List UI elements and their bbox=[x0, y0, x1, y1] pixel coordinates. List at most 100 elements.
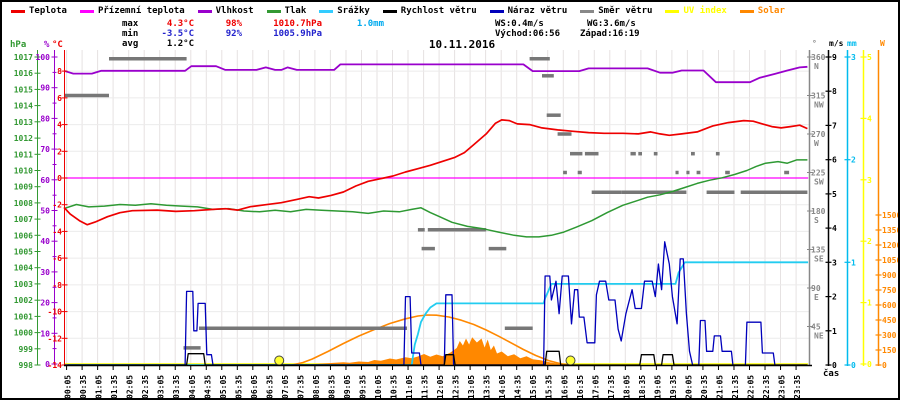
svg-text:1015: 1015 bbox=[14, 85, 33, 94]
legend-swatch-icon bbox=[79, 9, 94, 13]
legend-label: Teplota bbox=[29, 6, 67, 16]
legend-item: Vlhkost bbox=[197, 6, 254, 16]
svg-text:13:05: 13:05 bbox=[467, 375, 476, 399]
svg-text:°: ° bbox=[812, 39, 817, 48]
svg-text:60: 60 bbox=[40, 176, 50, 185]
svg-text:300: 300 bbox=[882, 331, 897, 340]
stat-max-label: max bbox=[122, 19, 139, 29]
legend-label: Náraz větru bbox=[507, 6, 568, 16]
svg-text:17:35: 17:35 bbox=[607, 375, 616, 399]
svg-text:40: 40 bbox=[40, 237, 50, 246]
legend-label: Směr větru bbox=[598, 6, 653, 16]
svg-text:4: 4 bbox=[867, 114, 872, 123]
series-wind-speed bbox=[64, 350, 808, 366]
svg-text:998: 998 bbox=[19, 361, 34, 370]
svg-text:225: 225 bbox=[811, 168, 826, 177]
svg-text:1: 1 bbox=[832, 327, 837, 336]
legend-item: Teplota bbox=[11, 6, 67, 16]
chart-title: 10.11.2016 bbox=[428, 38, 496, 51]
svg-text:08:35: 08:35 bbox=[327, 375, 336, 399]
svg-text:20:35: 20:35 bbox=[700, 375, 709, 399]
svg-text:50: 50 bbox=[40, 207, 50, 216]
svg-text:10:05: 10:05 bbox=[374, 375, 383, 399]
svg-text:0: 0 bbox=[882, 361, 887, 370]
svg-text:22:35: 22:35 bbox=[762, 375, 771, 399]
svg-text:7: 7 bbox=[832, 121, 837, 130]
svg-text:1011: 1011 bbox=[14, 150, 33, 159]
svg-text:1350: 1350 bbox=[882, 226, 900, 235]
legend-label: Přízemní teplota bbox=[97, 6, 185, 16]
svg-text:450: 450 bbox=[882, 316, 897, 325]
svg-text:5: 5 bbox=[867, 53, 872, 62]
svg-text:01:05: 01:05 bbox=[95, 375, 104, 399]
svg-text:SW: SW bbox=[814, 177, 824, 186]
svg-text:360: 360 bbox=[811, 53, 826, 62]
svg-text:90: 90 bbox=[811, 284, 821, 293]
svg-text:1016: 1016 bbox=[14, 69, 33, 78]
legend-label: Vlhkost bbox=[215, 6, 254, 16]
stat-min-pressure: 1005.9hPa bbox=[273, 29, 322, 39]
svg-text:-12: -12 bbox=[48, 334, 63, 343]
svg-text:3: 3 bbox=[867, 176, 872, 185]
svg-text:1008: 1008 bbox=[14, 199, 33, 208]
svg-text:1017: 1017 bbox=[14, 53, 33, 62]
svg-text:80: 80 bbox=[40, 114, 50, 123]
stat-min-temp: -3.5°C bbox=[161, 29, 194, 39]
svg-text:1012: 1012 bbox=[14, 134, 33, 143]
svg-text:16:35: 16:35 bbox=[576, 375, 585, 399]
legend-item: Směr větru bbox=[580, 6, 652, 16]
axis-pressure: hPa 1017 1016 1015 1014 1013 1012 1011 1010 1009 1… bbox=[10, 40, 41, 370]
svg-text:09:35: 09:35 bbox=[359, 375, 368, 399]
svg-text:8: 8 bbox=[57, 67, 62, 76]
svg-text:03:35: 03:35 bbox=[172, 375, 181, 399]
svg-text:1009: 1009 bbox=[14, 183, 33, 192]
svg-text:1050: 1050 bbox=[882, 256, 900, 265]
svg-text:m/s: m/s bbox=[829, 39, 844, 48]
svg-text:6: 6 bbox=[57, 94, 62, 103]
legend-label: Tlak bbox=[284, 6, 307, 16]
svg-text:1007: 1007 bbox=[14, 215, 33, 224]
svg-text:14:05: 14:05 bbox=[498, 375, 507, 399]
svg-text:-4: -4 bbox=[52, 227, 62, 236]
svg-text:21:35: 21:35 bbox=[731, 375, 740, 399]
svg-text:16:05: 16:05 bbox=[560, 375, 569, 399]
svg-text:1000: 1000 bbox=[14, 329, 33, 338]
svg-text:NE: NE bbox=[814, 331, 824, 340]
svg-text:12:05: 12:05 bbox=[436, 375, 445, 399]
axis-wind: m/s 9 8 7 6 5 4 3 2 1 0 bbox=[825, 39, 844, 370]
svg-text:315: 315 bbox=[811, 91, 826, 100]
svg-text:18:05: 18:05 bbox=[622, 375, 631, 399]
svg-text:1200: 1200 bbox=[882, 241, 900, 250]
svg-text:08:05: 08:05 bbox=[312, 375, 321, 399]
svg-text:5: 5 bbox=[832, 190, 837, 199]
stat-sunset: Západ:16:19 bbox=[580, 29, 640, 39]
axis-temperature: °C 8 6 4 2 0 -2 -4 -6 -8 -10 -12 -14 bbox=[48, 40, 68, 370]
svg-text:%: % bbox=[44, 40, 50, 50]
svg-text:06:35: 06:35 bbox=[265, 375, 274, 399]
series-pressure bbox=[63, 159, 808, 238]
legend-swatch-icon bbox=[580, 9, 595, 13]
legend-swatch-icon bbox=[266, 9, 281, 13]
svg-text:1014: 1014 bbox=[14, 102, 33, 111]
axis-rain: mm 3 2 1 0 bbox=[844, 39, 857, 370]
svg-text:900: 900 bbox=[882, 271, 897, 280]
svg-text:W: W bbox=[814, 139, 819, 148]
legend-item: Náraz větru bbox=[489, 6, 568, 16]
svg-text:SE: SE bbox=[814, 254, 824, 263]
legend-swatch-icon bbox=[319, 9, 334, 13]
svg-text:4: 4 bbox=[832, 224, 837, 233]
svg-text:-8: -8 bbox=[52, 281, 62, 290]
legend: Teplota Přízemní teplota Vlhkost Tlak Srážky… bbox=[11, 5, 785, 17]
stat-wind-speed: WS:0.4m/s bbox=[495, 19, 544, 29]
svg-text:1500: 1500 bbox=[882, 211, 900, 220]
svg-text:04:35: 04:35 bbox=[203, 375, 212, 399]
legend-swatch-icon bbox=[739, 9, 754, 13]
series-wind-gust bbox=[64, 241, 808, 366]
svg-text:21:05: 21:05 bbox=[716, 375, 725, 399]
svg-text:0: 0 bbox=[57, 174, 62, 183]
stat-min-label: min bbox=[122, 29, 139, 39]
